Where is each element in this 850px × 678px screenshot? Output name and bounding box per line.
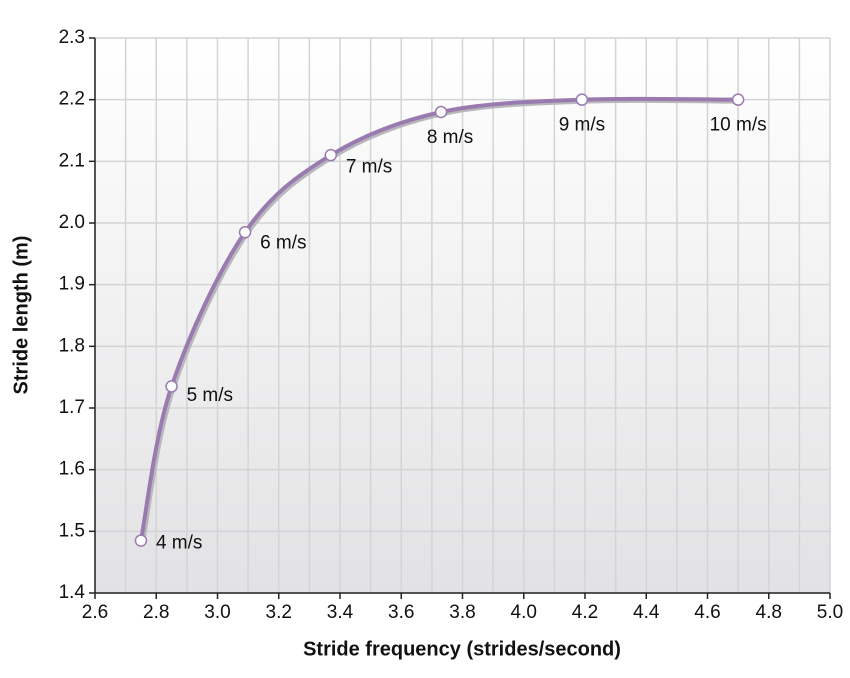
x-tick-label: 4.0 [511, 602, 537, 623]
y-tick-label: 2.1 [59, 150, 85, 171]
x-tick-label: 2.8 [143, 602, 169, 623]
point [731, 93, 745, 106]
y-tick-label: 1.9 [59, 274, 85, 295]
x-tick-label: 3.4 [327, 602, 354, 623]
point-label: 7 m/s [346, 157, 392, 178]
x-tick-label: 4.4 [633, 602, 660, 623]
x-tick-label: 4.2 [572, 602, 598, 623]
x-tick-label: 3.8 [449, 602, 475, 623]
x-tick-label: 5.0 [817, 602, 843, 623]
point [134, 534, 148, 547]
y-tick-label: 1.5 [59, 520, 85, 541]
x-tick-label: 3.2 [266, 602, 292, 623]
point-label: 5 m/s [187, 385, 233, 406]
point-label: 9 m/s [559, 115, 605, 136]
point-label: 10 m/s [710, 115, 767, 136]
point [165, 380, 178, 393]
y-tick-label: 2.3 [59, 27, 85, 48]
y-axis-title: Stride length (m) [10, 236, 32, 395]
y-tick-label: 2.2 [59, 89, 85, 110]
point [575, 93, 589, 106]
x-tick-label: 3.6 [388, 602, 414, 623]
x-tick-label: 4.6 [694, 602, 720, 623]
y-tick-label: 1.7 [59, 397, 85, 418]
marks: 4 m/s 5 m/s 6 m/s 7 m/s 8 m/s 9 m/s 10 m/s [134, 93, 767, 554]
point [434, 105, 448, 119]
y-tick-label: 1.8 [59, 335, 85, 356]
y-tick-label: 1.6 [59, 459, 85, 480]
y-tick-label: 2.0 [59, 212, 85, 233]
point-label: 8 m/s [427, 127, 473, 148]
y-tick-label: 1.4 [59, 582, 86, 603]
point-label: 6 m/s [260, 232, 306, 253]
x-tick-label: 2.6 [82, 602, 108, 623]
x-tick-label: 4.8 [756, 602, 782, 623]
x-axis-title: Stride frequency (strides/second) [303, 638, 621, 660]
point [238, 226, 252, 239]
point [324, 148, 338, 162]
point-label: 4 m/s [156, 533, 202, 554]
x-tick-label: 3.0 [204, 602, 230, 623]
